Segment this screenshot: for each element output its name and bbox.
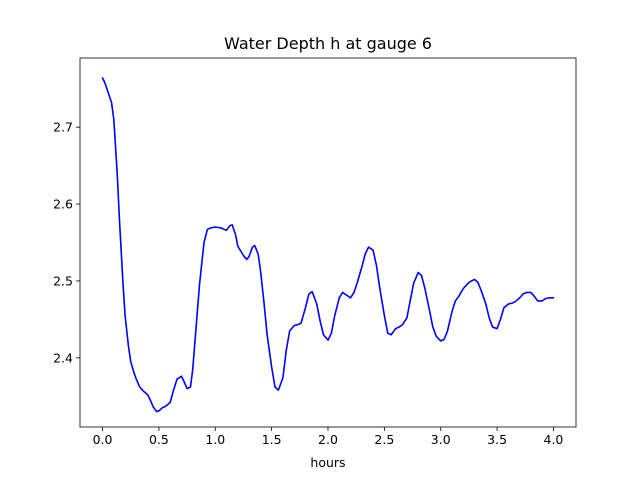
plot-frame: [79, 57, 577, 428]
series-line-0: [101, 77, 555, 413]
x-axis-label: hours: [310, 455, 345, 470]
x-tick-label: 3.0: [431, 432, 451, 447]
y-tick-label: 2.5: [53, 273, 73, 288]
y-tick-label: 2.6: [53, 197, 73, 212]
x-tick-label: 0.0: [93, 432, 113, 447]
chart-title: Water Depth h at gauge 6: [224, 34, 432, 53]
x-tick-label: 2.0: [318, 432, 338, 447]
x-tick-label: 2.5: [374, 432, 394, 447]
y-tick-label: 2.4: [53, 350, 73, 365]
y-tick-label: 2.7: [53, 120, 73, 135]
x-tick-label: 0.5: [149, 432, 169, 447]
x-tick-label: 4.0: [544, 432, 564, 447]
plot-area: 0.0 0.5 1.0 1.5 2.0 2.5 3.0 3.5 4.0 2.4 2.5 2.6 2.7: [53, 57, 577, 447]
x-tick-label: 3.5: [487, 432, 507, 447]
x-tick-label: 1.5: [262, 432, 282, 447]
x-tick-label: 1.0: [205, 432, 225, 447]
